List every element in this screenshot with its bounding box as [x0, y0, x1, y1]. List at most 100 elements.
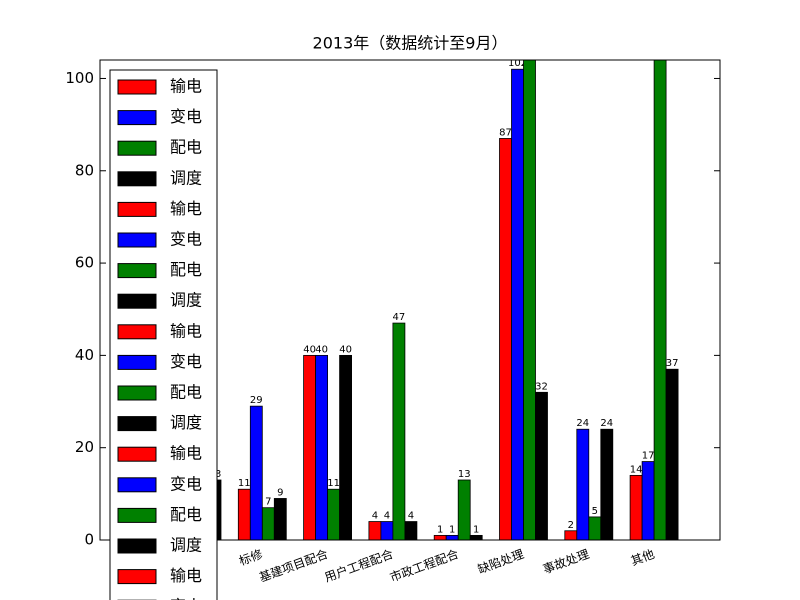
legend-label: 变电 — [170, 352, 202, 371]
legend-swatch — [117, 110, 157, 126]
x-tick-label: 其他 — [629, 547, 656, 568]
bar — [327, 488, 341, 540]
legend-label: 变电 — [170, 107, 202, 126]
legend-swatch — [117, 416, 157, 432]
legend-label: 配电 — [170, 505, 202, 524]
legend-swatch — [117, 477, 157, 493]
bar — [629, 474, 643, 540]
bar — [237, 488, 251, 540]
x-tick-label: 用户工程配合 — [322, 546, 395, 585]
bar — [445, 534, 459, 540]
legend-label: 变电 — [170, 474, 202, 493]
bar — [368, 521, 382, 540]
legend-swatch — [117, 171, 157, 187]
legend-swatch — [117, 538, 157, 554]
value-label: 29 — [250, 395, 263, 406]
legend-label: 输电 — [170, 77, 202, 96]
bar — [457, 479, 471, 540]
y-tick-label: 20 — [75, 438, 94, 456]
value-label: 17 — [642, 451, 655, 462]
legend-swatch — [117, 232, 157, 248]
bar — [588, 516, 602, 540]
y-tick-label: 60 — [75, 254, 94, 272]
legend-swatch — [117, 324, 157, 340]
legend-label: 输电 — [170, 566, 202, 585]
legend-swatch — [117, 354, 157, 370]
legend-label: 输电 — [170, 321, 202, 340]
value-label: 40 — [303, 344, 316, 355]
x-tick-label: 标修 — [237, 546, 265, 568]
bar — [339, 354, 353, 540]
chart-title: 2013年（数据统计至9月） — [313, 34, 508, 53]
value-label: 47 — [393, 312, 406, 323]
x-tick-label: 基建项目配合 — [257, 546, 330, 585]
value-label: 87 — [499, 127, 512, 138]
value-label: 11 — [238, 478, 251, 489]
legend-swatch — [117, 140, 157, 156]
value-label: 1 — [449, 524, 455, 535]
plot-area: 1500131129794040114044474111318710232224… — [172, 58, 679, 540]
bar — [665, 368, 679, 540]
legend-swatch — [117, 569, 157, 585]
value-label: 1 — [473, 524, 479, 535]
legend-label: 输电 — [170, 444, 202, 463]
bar — [261, 507, 275, 540]
value-label: 40 — [315, 344, 328, 355]
legend-swatch — [117, 507, 157, 523]
legend-swatch — [117, 201, 157, 217]
x-tick-label: 事故处理 — [541, 546, 591, 577]
legend-label: 调度 — [170, 168, 202, 187]
value-label: 11 — [327, 478, 340, 489]
value-label: 37 — [666, 358, 679, 369]
value-label: 14 — [630, 464, 643, 475]
legend-label: 调度 — [170, 291, 202, 310]
x-tick-label: 市政工程配合 — [388, 546, 461, 585]
bar — [523, 60, 536, 540]
legend-label: 变电 — [170, 230, 202, 249]
value-label: 4 — [384, 511, 390, 522]
value-label: 2 — [568, 520, 574, 531]
legend-label: 调度 — [170, 536, 202, 555]
bar — [404, 521, 418, 540]
legend-swatch — [117, 293, 157, 309]
bar — [600, 428, 614, 540]
bar — [303, 354, 317, 540]
bar — [576, 428, 590, 540]
legend-swatch — [117, 385, 157, 401]
value-label: 24 — [600, 418, 613, 429]
x-tick-label: 缺陷处理 — [475, 546, 525, 577]
bar — [433, 534, 447, 540]
value-label: 5 — [592, 506, 598, 517]
legend-label: 配电 — [170, 138, 202, 157]
legend-label: 配电 — [170, 260, 202, 279]
value-label: 102 — [508, 58, 527, 69]
legend-label: 输电 — [170, 199, 202, 218]
legend-swatch — [117, 446, 157, 462]
y-tick-label: 100 — [65, 69, 94, 87]
axes-frame — [99, 59, 721, 541]
legend-label: 配电 — [170, 383, 202, 402]
value-label: 9 — [277, 487, 283, 498]
bar — [511, 68, 524, 540]
legend-label: 变电 — [170, 597, 202, 600]
y-tick-label: 80 — [75, 161, 94, 179]
legend-swatch — [117, 79, 157, 95]
bar — [564, 530, 578, 540]
value-label: 24 — [576, 418, 589, 429]
bar — [535, 391, 548, 540]
value-label: 4 — [408, 511, 414, 522]
bar — [273, 498, 287, 540]
bar — [380, 521, 394, 540]
bar — [249, 405, 263, 540]
value-label: 4 — [372, 511, 378, 522]
value-label: 7 — [265, 497, 271, 508]
bar — [499, 138, 512, 540]
bar — [392, 322, 406, 540]
value-label: 40 — [339, 344, 352, 355]
bar — [641, 461, 655, 540]
bar — [469, 534, 483, 540]
bar — [653, 60, 667, 540]
y-tick-label: 40 — [75, 346, 94, 364]
y-tick-label: 0 — [84, 531, 94, 549]
